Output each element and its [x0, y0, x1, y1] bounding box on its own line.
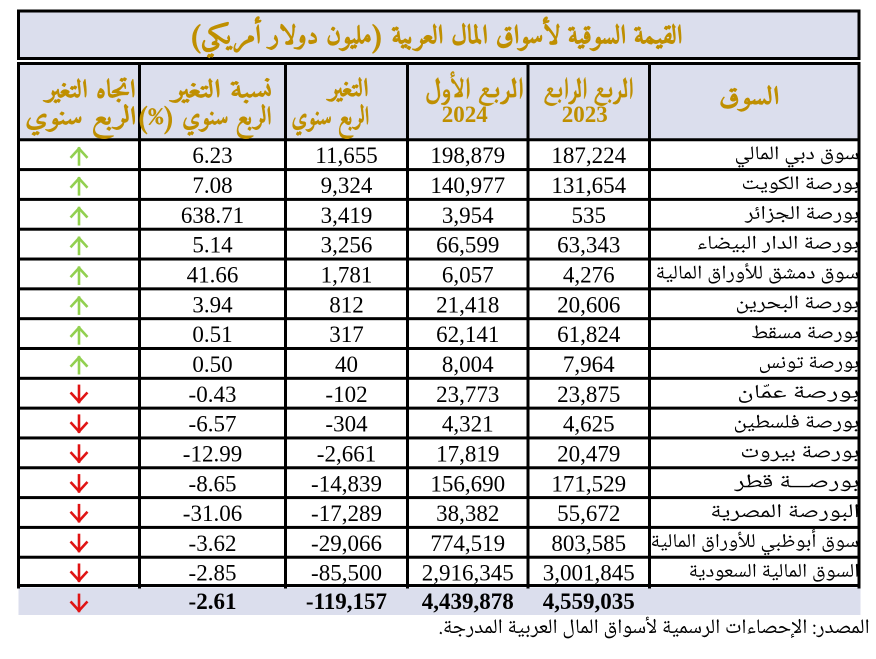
svg-text:66,599: 66,599: [436, 233, 499, 258]
svg-text:-2.85: -2.85: [189, 561, 237, 586]
svg-text:-3.62: -3.62: [189, 531, 237, 556]
svg-text:140,977: 140,977: [430, 173, 505, 198]
svg-text:20,606: 20,606: [557, 292, 620, 317]
svg-text:23,875: 23,875: [557, 382, 620, 407]
svg-text:156,690: 156,690: [430, 471, 505, 496]
svg-text:3.94: 3.94: [192, 292, 233, 317]
svg-text:-0.43: -0.43: [189, 382, 237, 407]
svg-text:-304: -304: [325, 412, 368, 437]
svg-text:1,781: 1,781: [321, 263, 373, 288]
svg-text:3,001,845: 3,001,845: [543, 561, 635, 586]
svg-text:21,418: 21,418: [436, 292, 499, 317]
svg-text:8,004: 8,004: [442, 352, 494, 377]
svg-text:11,655: 11,655: [315, 143, 377, 168]
svg-text:638.71: 638.71: [181, 203, 244, 228]
svg-text:38,382: 38,382: [436, 501, 499, 526]
svg-text:803,585: 803,585: [551, 531, 626, 556]
svg-text:3,954: 3,954: [442, 203, 494, 228]
svg-text:20,479: 20,479: [557, 441, 620, 466]
svg-text:-17,289: -17,289: [311, 501, 382, 526]
svg-text:7.08: 7.08: [192, 173, 232, 198]
svg-text:55,672: 55,672: [557, 501, 620, 526]
svg-text:5.14: 5.14: [192, 233, 233, 258]
svg-text:61,824: 61,824: [557, 322, 621, 347]
svg-text:63,343: 63,343: [557, 233, 620, 258]
svg-text:23,773: 23,773: [436, 382, 499, 407]
svg-text:317: 317: [329, 322, 364, 347]
svg-text:40: 40: [335, 352, 358, 377]
svg-text:-119,157: -119,157: [306, 589, 387, 614]
svg-text:-85,500: -85,500: [311, 561, 382, 586]
svg-text:6.23: 6.23: [192, 143, 232, 168]
svg-text:187,224: 187,224: [551, 143, 626, 168]
svg-text:62,141: 62,141: [436, 322, 499, 347]
svg-text:171,529: 171,529: [551, 471, 626, 496]
svg-text:-2,661: -2,661: [317, 441, 376, 466]
svg-text:7,964: 7,964: [563, 352, 615, 377]
svg-text:0.51: 0.51: [192, 322, 232, 347]
svg-text:-2.61: -2.61: [189, 589, 237, 614]
svg-text:17,819: 17,819: [436, 441, 499, 466]
svg-text:131,654: 131,654: [551, 173, 626, 198]
svg-text:198,879: 198,879: [430, 143, 505, 168]
svg-text:6,057: 6,057: [442, 263, 494, 288]
svg-text:535: 535: [572, 203, 607, 228]
svg-text:812: 812: [329, 292, 364, 317]
svg-text:-31.06: -31.06: [183, 501, 242, 526]
svg-text:2024: 2024: [442, 102, 489, 127]
svg-text:4,276: 4,276: [563, 263, 615, 288]
svg-text:-6.57: -6.57: [189, 412, 237, 437]
svg-text:774,519: 774,519: [430, 531, 505, 556]
svg-text:-29,066: -29,066: [311, 531, 382, 556]
svg-text:-8.65: -8.65: [189, 471, 237, 496]
svg-text:3,419: 3,419: [321, 203, 373, 228]
svg-text:0.50: 0.50: [192, 352, 232, 377]
svg-text:2,916,345: 2,916,345: [422, 561, 514, 586]
svg-text:41.66: 41.66: [187, 263, 239, 288]
svg-text:-12.99: -12.99: [183, 441, 242, 466]
svg-text:4,439,878: 4,439,878: [422, 589, 514, 614]
svg-text:4,559,035: 4,559,035: [543, 589, 635, 614]
svg-text:4,625: 4,625: [563, 412, 615, 437]
svg-text:3,256: 3,256: [321, 233, 373, 258]
svg-text:9,324: 9,324: [321, 173, 373, 198]
svg-text:-102: -102: [325, 382, 367, 407]
svg-text:2023: 2023: [562, 102, 608, 127]
svg-text:-14,839: -14,839: [311, 471, 382, 496]
svg-text:4,321: 4,321: [442, 412, 494, 437]
